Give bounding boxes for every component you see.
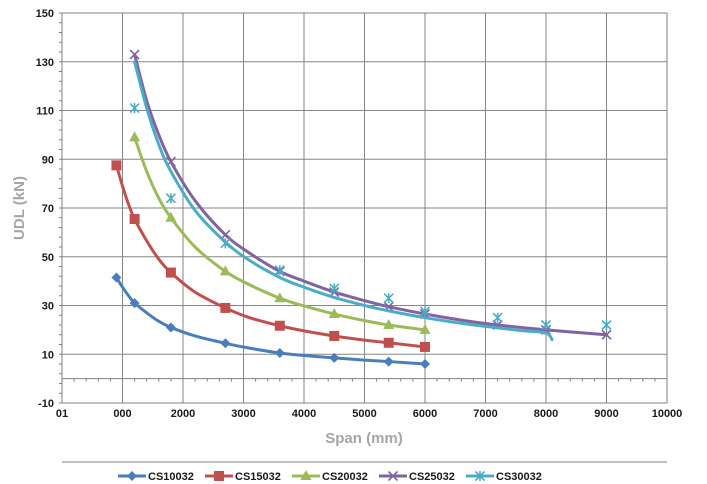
series-line-CS25032 — [133, 52, 608, 337]
x-tick-label: 2000 — [171, 408, 195, 420]
legend-item-CS20032: CS20032 — [292, 470, 368, 483]
x-tick-label: 000 — [113, 408, 131, 420]
tick-labels: 01 000 2000 3000 4000 5000 6000 7000 8000 9000 100… — [36, 8, 683, 420]
data-point-CS20032 — [165, 211, 177, 222]
legend-item-CS10032: CS10032 — [118, 471, 194, 483]
data-point-CS30032 — [274, 265, 285, 276]
data-point-CS15032 — [420, 341, 430, 352]
legend-swatch-marker — [474, 470, 486, 482]
data-point-CS30032 — [419, 306, 431, 317]
series-CS20032 — [129, 131, 431, 334]
series-CS10032 — [111, 272, 430, 369]
x-tick-label: 4000 — [292, 408, 316, 420]
data-point-CS10032 — [329, 352, 340, 363]
data-point-CS20032 — [419, 323, 431, 334]
series-line-CS30032 — [133, 60, 554, 342]
data-point-CS15032 — [111, 160, 122, 171]
legend-item-CS30032: CS30032 — [466, 470, 542, 483]
data-point-CS10032 — [274, 348, 285, 359]
y-tick-label: 10 — [42, 349, 54, 361]
data-point-CS30032 — [165, 193, 176, 204]
legend-label: CS15032 — [235, 471, 281, 483]
data-point-CS10032 — [420, 359, 430, 369]
x-tick-label: 10000 — [652, 408, 683, 420]
data-point-CS30032 — [329, 283, 340, 294]
series-CS15032 — [111, 160, 430, 352]
y-tick-label: 110 — [36, 106, 54, 118]
legend-swatch-marker — [214, 471, 224, 481]
data-point-CS20032 — [328, 308, 340, 319]
data-point-CS20032 — [383, 319, 395, 329]
legend-item-CS25032: CS25032 — [379, 470, 455, 483]
x-tick-label: 8000 — [534, 408, 558, 420]
legend-swatch-marker — [127, 471, 137, 481]
data-point-CS10032 — [129, 298, 140, 309]
legend-swatch-marker — [300, 470, 312, 480]
y-tick-label: 30 — [42, 301, 54, 313]
y-tick-label: 50 — [42, 252, 54, 264]
legend: CS10032 CS15032 CS20032 CS25032 CS30032 — [118, 470, 542, 483]
x-tick-label: 5000 — [352, 408, 376, 420]
x-tick-label: 3000 — [231, 408, 255, 420]
legend-label: CS10032 — [148, 471, 194, 483]
axis-ticks — [59, 12, 668, 404]
data-point-CS30032 — [220, 238, 231, 249]
y-tick-label: 90 — [42, 154, 54, 166]
x-tick-label: 9000 — [594, 408, 618, 420]
data-point-CS25032 — [601, 329, 612, 340]
data-point-CS20032 — [274, 292, 286, 303]
data-point-CS15032 — [129, 213, 140, 224]
data-point-CS15032 — [329, 330, 340, 341]
data-point-CS30032 — [129, 102, 140, 114]
x-tick-label: 6000 — [413, 408, 437, 420]
data-point-CS30032 — [601, 319, 612, 331]
x-tick-label: 01 — [56, 408, 68, 420]
series-line-CS10032 — [114, 275, 427, 366]
legend-item-CS15032: CS15032 — [205, 471, 281, 483]
y-tick-label: 70 — [42, 203, 54, 215]
legend-label: CS25032 — [409, 471, 455, 483]
y-tick-label: -10 — [38, 398, 54, 410]
series-line-CS20032 — [133, 135, 427, 332]
x-tick-label: 7000 — [473, 408, 497, 420]
data-point-CS30032 — [383, 293, 394, 304]
data-point-CS10032 — [220, 338, 231, 349]
data-point-CS15032 — [383, 337, 394, 348]
data-point-CS25032 — [129, 49, 140, 60]
legend-label: CS20032 — [322, 471, 368, 483]
series-line-CS15032 — [114, 163, 427, 349]
data-point-CS10032 — [111, 272, 122, 283]
x-axis-title: Span (mm) — [325, 430, 403, 447]
data-point-CS10032 — [383, 356, 394, 367]
gridlines — [61, 12, 668, 404]
legend-swatch-marker — [387, 470, 399, 482]
data-point-CS30032 — [540, 319, 552, 331]
series-group — [111, 49, 612, 369]
data-point-CS20032 — [219, 265, 231, 276]
legend-label: CS30032 — [496, 471, 542, 483]
data-point-CS10032 — [165, 322, 176, 333]
y-axis-title: UDL (kN) — [11, 176, 28, 240]
data-point-CS15032 — [165, 267, 176, 278]
y-tick-label: 150 — [36, 8, 54, 20]
y-tick-label: 130 — [36, 57, 54, 69]
data-point-CS15032 — [274, 320, 285, 331]
series-CS30032 — [129, 60, 612, 342]
data-point-CS30032 — [492, 312, 503, 323]
data-point-CS20032 — [129, 131, 141, 142]
data-point-CS15032 — [220, 302, 231, 313]
